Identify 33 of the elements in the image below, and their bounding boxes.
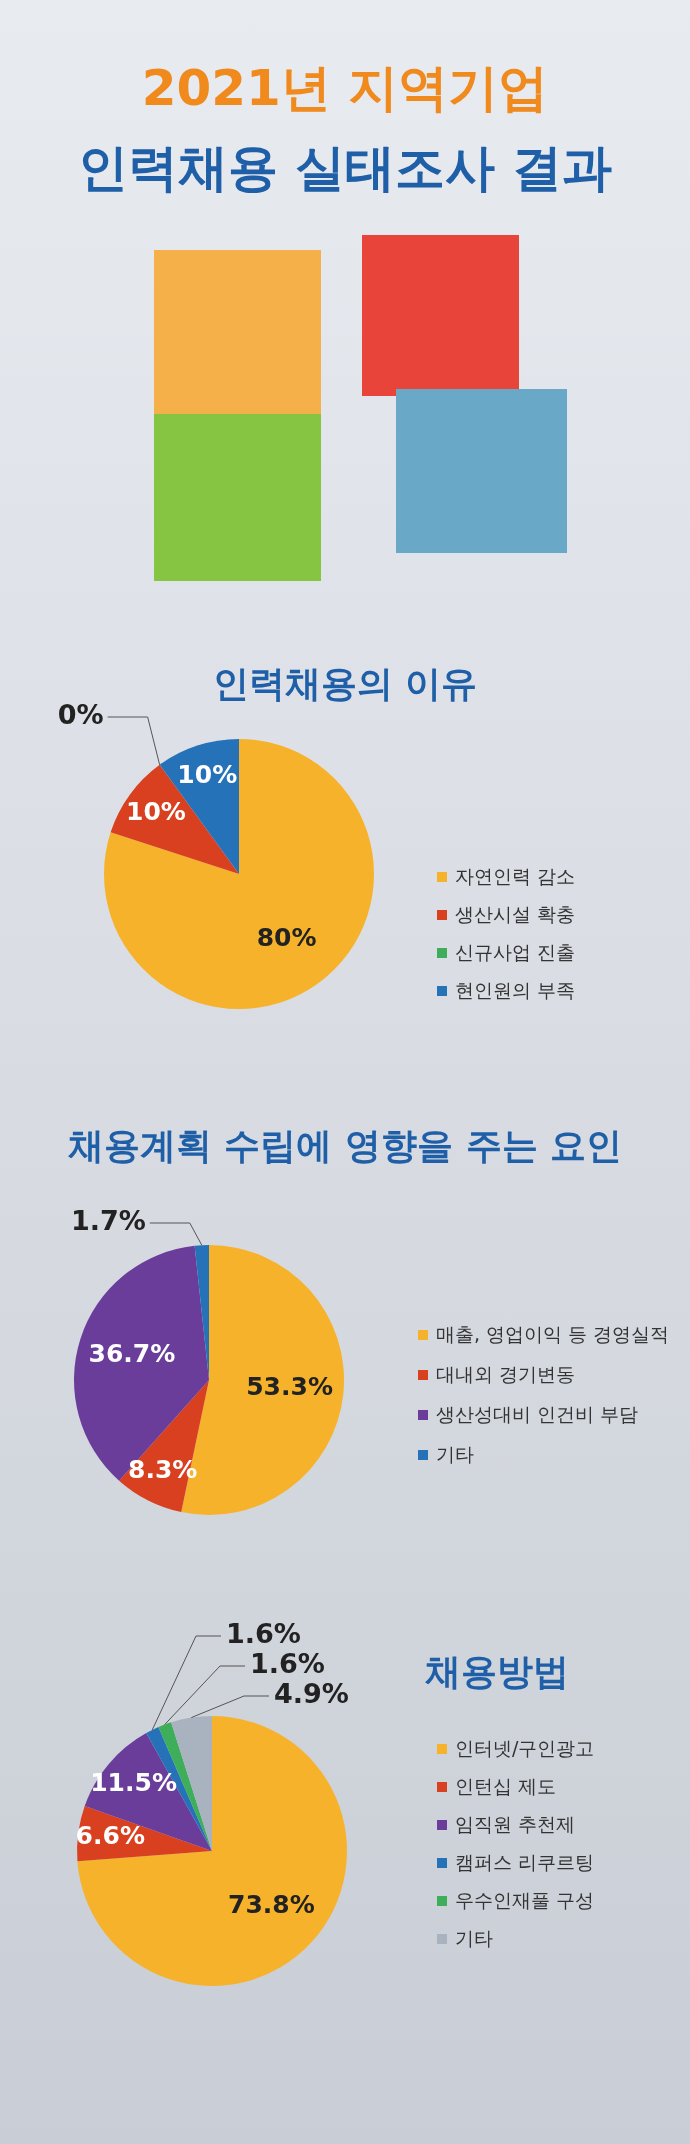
legend-label: 생산시설 확충 — [455, 902, 576, 927]
data-label: 53.3% — [246, 1371, 333, 1401]
chart-title: 인력채용의 이유 — [212, 663, 478, 704]
data-label: 80% — [256, 923, 317, 953]
data-label: 4.9% — [274, 1678, 349, 1710]
legend-label: 대내외 경기변동 — [436, 1362, 576, 1387]
text: 인력채용 실태조사 결과 — [76, 138, 614, 199]
data-label: 11.5% — [90, 1768, 177, 1798]
data-label: 10% — [126, 797, 186, 827]
data-label: 36.7% — [88, 1338, 176, 1368]
data-label: 8.3% — [128, 1455, 198, 1485]
legend-label: 신규사업 진출 — [455, 940, 576, 965]
text: 채용방법 — [425, 1650, 569, 1694]
legend-label: 인터넷/구인광고 — [455, 1736, 595, 1761]
legend-label: 생산성대비 인건비 부담 — [436, 1402, 639, 1427]
legend-label: 자연인력 감소 — [455, 864, 576, 889]
text: 2021년 지역기업 — [140, 58, 550, 119]
legend-label: 우수인재풀 구성 — [455, 1888, 595, 1913]
data-label: 73.8% — [228, 1889, 315, 1919]
legend-label: 임직원 추천제 — [455, 1812, 576, 1837]
legend-label: 캠퍼스 리쿠르팅 — [455, 1850, 595, 1875]
legend-label: 매출, 영업이익 등 경영실적 — [436, 1322, 670, 1347]
legend-label: 기타 — [455, 1926, 493, 1951]
legend-label: 기타 — [436, 1442, 474, 1467]
data-label: 1.7% — [70, 1205, 146, 1237]
data-label: 1.6% — [250, 1648, 325, 1680]
legend-label: 인턴십 제도 — [455, 1774, 557, 1799]
legend-label: 현인원의 부족 — [455, 978, 576, 1003]
data-label: 6.6% — [75, 1821, 145, 1850]
chart-title: 채용계획 수립에 영향을 주는 요인 — [66, 1124, 624, 1168]
data-label: 10% — [177, 759, 238, 789]
data-label: 1.6% — [226, 1618, 301, 1650]
text: 0% — [57, 699, 104, 731]
